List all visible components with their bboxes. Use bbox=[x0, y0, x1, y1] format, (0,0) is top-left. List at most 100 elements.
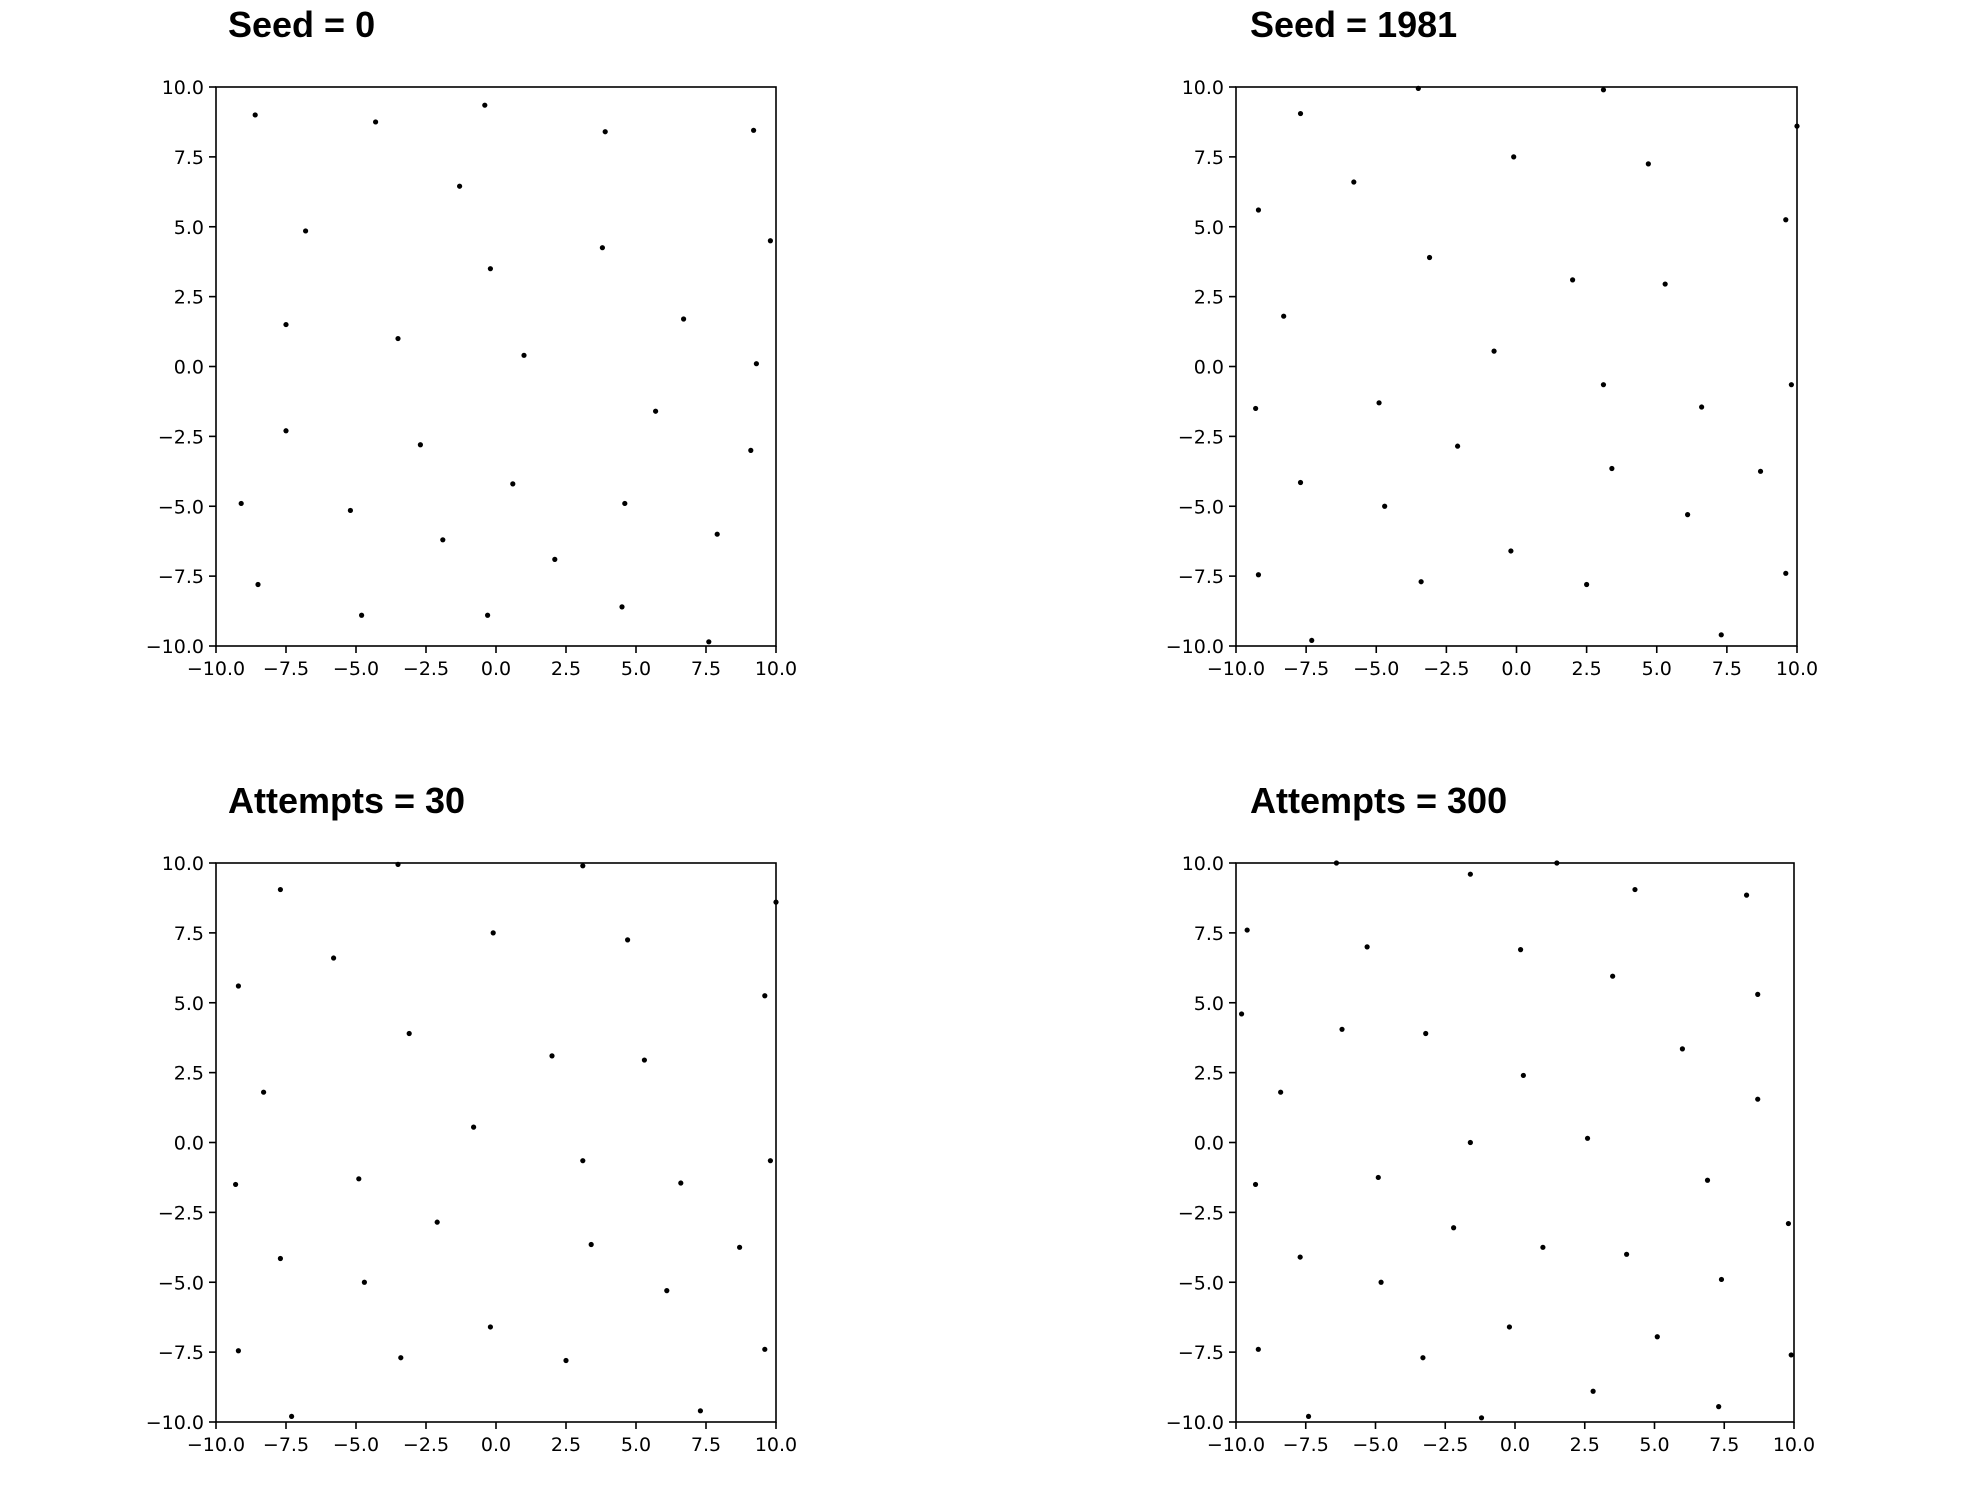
x-tick-label: 7.5 bbox=[1709, 1434, 1739, 1456]
scatter-point bbox=[1351, 179, 1357, 185]
scatter-point bbox=[361, 1279, 367, 1285]
scatter-point bbox=[510, 481, 516, 487]
y-tick-label: 0.0 bbox=[1194, 1133, 1224, 1155]
y-tick-label: −10.0 bbox=[1166, 1412, 1224, 1434]
y-tick-label: 2.5 bbox=[174, 1063, 204, 1085]
scatter-point bbox=[753, 361, 760, 367]
scatter-point bbox=[1783, 217, 1789, 223]
x-tick-label: 10.0 bbox=[1773, 1434, 1815, 1456]
scatter-point bbox=[1339, 1026, 1345, 1032]
scatter-point bbox=[277, 886, 283, 893]
y-tick-label: −5.0 bbox=[1178, 1272, 1224, 1294]
scatter-point bbox=[588, 1241, 594, 1248]
x-tick-label: 0.0 bbox=[1500, 1434, 1530, 1456]
scatter-point bbox=[1253, 405, 1259, 412]
scatter-point bbox=[303, 228, 309, 234]
scatter-point bbox=[1584, 1135, 1591, 1141]
x-tick-label: −10.0 bbox=[1207, 658, 1265, 680]
x-tick-label: −10.0 bbox=[187, 658, 245, 680]
y-tick-label: 0.0 bbox=[1194, 357, 1224, 379]
scatter-point bbox=[1418, 579, 1424, 585]
scatter-point bbox=[563, 1357, 569, 1364]
scatter-point bbox=[580, 863, 586, 869]
scatter-point bbox=[417, 442, 423, 448]
scatter-point bbox=[678, 1180, 684, 1186]
scatter-point bbox=[714, 531, 720, 537]
scatter-point bbox=[1699, 404, 1705, 410]
scatter-point bbox=[653, 408, 659, 414]
x-tick-label: −2.5 bbox=[1423, 658, 1469, 680]
x-tick-label: −5.0 bbox=[333, 1434, 379, 1456]
scatter-point bbox=[552, 556, 558, 562]
y-tick-label: 0.0 bbox=[174, 1133, 204, 1155]
y-tick-label: −10.0 bbox=[1166, 636, 1224, 658]
scatter-point bbox=[1783, 570, 1789, 576]
scatter-point bbox=[373, 119, 379, 125]
x-tick-label: 5.0 bbox=[1639, 1434, 1669, 1456]
scatter-point bbox=[1451, 1225, 1457, 1231]
x-tick-label: 10.0 bbox=[755, 658, 797, 680]
scatter-point bbox=[1255, 207, 1262, 213]
x-tick-label: 2.5 bbox=[1570, 1434, 1600, 1456]
scatter-point bbox=[664, 1288, 670, 1294]
scatter-point bbox=[1376, 400, 1382, 406]
x-tick-label: 2.5 bbox=[551, 658, 581, 680]
scatter-point bbox=[1297, 110, 1304, 117]
scatter-point bbox=[767, 1158, 774, 1164]
scatter-point bbox=[1281, 313, 1287, 319]
y-tick-label: 2.5 bbox=[1194, 1063, 1224, 1085]
scatter-point bbox=[289, 1413, 295, 1420]
scatter-point bbox=[283, 428, 289, 434]
scatter-point bbox=[1508, 548, 1514, 554]
y-tick-label: 7.5 bbox=[174, 923, 204, 945]
scatter-point bbox=[1785, 1220, 1792, 1227]
y-tick-label: −2.5 bbox=[158, 1202, 204, 1224]
y-tick-label: −2.5 bbox=[1178, 1202, 1224, 1224]
scatter-point bbox=[1794, 123, 1800, 129]
scatter-point bbox=[235, 1348, 241, 1354]
scatter-point bbox=[261, 1089, 267, 1095]
scatter-point bbox=[1584, 581, 1590, 588]
y-tick-label: 5.0 bbox=[174, 217, 204, 239]
scatter-point bbox=[1788, 1352, 1794, 1358]
scatter-point bbox=[1610, 973, 1616, 979]
x-tick-label: −7.5 bbox=[1283, 658, 1329, 680]
scatter-point bbox=[440, 537, 446, 543]
scatter-point bbox=[347, 507, 353, 514]
x-tick-label: 7.5 bbox=[1712, 658, 1742, 680]
y-tick-label: 2.5 bbox=[174, 287, 204, 309]
scatter-point bbox=[235, 983, 241, 989]
x-tick-label: 0.0 bbox=[481, 658, 511, 680]
scatter-point bbox=[1609, 465, 1615, 472]
scatter-point bbox=[1415, 85, 1421, 91]
scatter-point bbox=[356, 1176, 362, 1182]
scatter-point bbox=[706, 639, 712, 645]
scatter-point bbox=[1540, 1244, 1546, 1250]
scatter-point bbox=[1755, 991, 1761, 997]
scatter-point bbox=[1375, 1174, 1381, 1181]
scatter-point bbox=[1590, 1388, 1596, 1394]
y-tick-label: −2.5 bbox=[1178, 426, 1224, 448]
scatter-point bbox=[1244, 927, 1250, 933]
scatter-point bbox=[395, 861, 401, 867]
scatter-point bbox=[1278, 1089, 1284, 1095]
x-tick-label: −5.0 bbox=[333, 658, 379, 680]
scatter-point bbox=[697, 1408, 704, 1414]
y-tick-label: −5.0 bbox=[1178, 496, 1224, 518]
x-tick-label: 2.5 bbox=[1572, 658, 1602, 680]
plot-area-frame bbox=[1235, 862, 1795, 1423]
scatter-point bbox=[1467, 1139, 1473, 1146]
scatter-point bbox=[622, 500, 628, 507]
y-tick-label: 10.0 bbox=[162, 853, 204, 875]
plot-area-frame bbox=[1235, 86, 1798, 647]
scatter-point bbox=[1520, 1072, 1526, 1079]
scatter-point bbox=[277, 1255, 283, 1262]
panel-seed-0: Seed = 0 −10.0 −7.5 −5.0 −2.5 0.0 2.5 5.0 7.5 10… bbox=[146, 4, 797, 680]
x-tick-label: −5.0 bbox=[1353, 658, 1399, 680]
scatter-point bbox=[625, 937, 631, 943]
scatter-point bbox=[1297, 1254, 1303, 1260]
scatter-point bbox=[1570, 277, 1576, 283]
scatter-point bbox=[1554, 860, 1560, 866]
y-tick-label: 10.0 bbox=[1182, 853, 1224, 875]
scatter-point bbox=[1788, 382, 1794, 388]
